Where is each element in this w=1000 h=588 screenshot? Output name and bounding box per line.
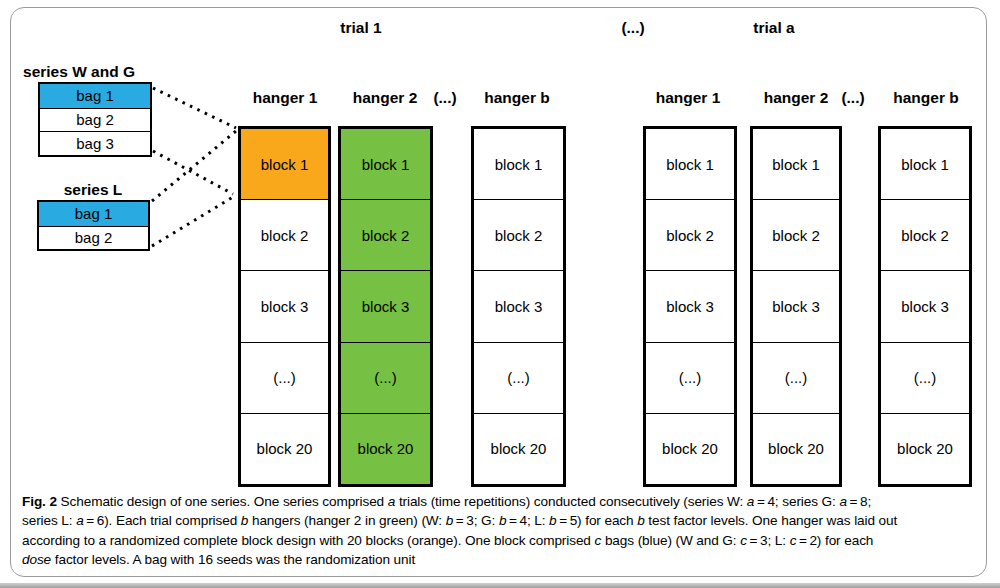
caption-segment: = 4; series G: xyxy=(754,494,839,509)
hanger-column: block 1block 2block 3(...)block 20 xyxy=(643,126,737,487)
block-cell: (...) xyxy=(474,342,563,413)
page-edge-strip xyxy=(0,583,1000,588)
caption-segment: series L: xyxy=(22,513,76,528)
block-cell: block 3 xyxy=(474,270,563,341)
hanger-header: hanger 1 xyxy=(656,89,721,106)
caption-segment: = 3; L: xyxy=(747,533,790,548)
hanger-header: hanger 2 xyxy=(764,89,829,106)
caption-segment: b xyxy=(549,513,556,528)
caption-line: according to a randomized complete block… xyxy=(22,531,980,550)
block-cell: block 3 xyxy=(241,270,328,341)
block-cell: (...) xyxy=(881,342,969,413)
caption-segment: c xyxy=(740,533,747,548)
caption-segment: = 4; L: xyxy=(506,513,549,528)
caption-segment: b xyxy=(637,513,644,528)
block-cell: block 3 xyxy=(881,270,969,341)
caption-line: Fig. 2 Schematic design of one series. O… xyxy=(22,492,980,511)
series-bag-list: bag 1bag 2 xyxy=(37,200,150,251)
caption-segment: = 5) for each xyxy=(557,513,638,528)
block-cell: block 20 xyxy=(646,413,734,484)
bag-cell: bag 2 xyxy=(39,226,148,250)
caption-segment: according to a randomized complete block… xyxy=(22,533,595,548)
bag-cell: bag 3 xyxy=(40,131,150,155)
block-cell: block 20 xyxy=(753,413,839,484)
caption-segment: = 2) for each xyxy=(796,533,873,548)
block-cell: block 2 xyxy=(881,199,969,270)
block-cell: block 3 xyxy=(753,270,839,341)
caption-segment: = 6). Each trial comprised xyxy=(84,513,241,528)
block-cell: block 1 xyxy=(881,129,969,199)
trial-header: trial 1 xyxy=(340,19,381,36)
caption-segment: hangers (hanger 2 in green) (W: xyxy=(248,513,445,528)
caption-segment: test factor levels. One hanger was laid … xyxy=(645,513,898,528)
series-title: series W and G xyxy=(23,63,135,81)
figure-2-schematic: trial 1 (...) trial a hanger 1 hanger 2 (...)… xyxy=(0,0,1000,588)
caption-line: series L: a = 6). Each trial comprised b… xyxy=(22,511,980,530)
block-cell: block 2 xyxy=(474,199,563,270)
hanger-ellipsis-label: (...) xyxy=(841,89,864,106)
block-cell: block 20 xyxy=(241,413,328,484)
trial-ellipsis-label: (...) xyxy=(621,19,644,36)
block-cell: block 1 xyxy=(646,129,734,199)
series-bag-list: bag 1bag 2bag 3 xyxy=(38,82,152,157)
block-cell: block 2 xyxy=(646,199,734,270)
caption-line: dose factor levels. A bag with 16 seeds … xyxy=(22,550,980,569)
hanger-column: block 1block 2block 3(...)block 20 xyxy=(750,126,842,487)
block-cell: (...) xyxy=(241,342,328,413)
caption-segment: a xyxy=(76,513,83,528)
block-cell: block 1 xyxy=(341,129,430,199)
hanger-header: hanger b xyxy=(484,89,549,106)
bag-cell: bag 1 xyxy=(40,84,150,108)
caption-segment: = 8; xyxy=(847,494,871,509)
block-cell: block 20 xyxy=(341,413,430,484)
caption-segment: trials (time repetitions) conducted cons… xyxy=(395,494,747,509)
block-cell: block 1 xyxy=(753,129,839,199)
caption-segment: a xyxy=(839,494,846,509)
block-cell: block 2 xyxy=(241,199,328,270)
block-cell: block 20 xyxy=(881,413,969,484)
block-cell: (...) xyxy=(646,342,734,413)
hanger-column: block 1block 2block 3(...)block 20 xyxy=(238,126,331,487)
hanger-ellipsis-label: (...) xyxy=(433,89,456,106)
block-cell: block 2 xyxy=(341,199,430,270)
hanger-header: hanger b xyxy=(893,89,958,106)
caption-segment: bags (blue) (W and G: xyxy=(601,533,740,548)
block-cell: block 20 xyxy=(474,413,563,484)
hanger-column: block 1block 2block 3(...)block 20 xyxy=(471,126,566,487)
caption-segment: = 3; G: xyxy=(453,513,499,528)
block-cell: block 1 xyxy=(474,129,563,199)
block-cell: (...) xyxy=(341,342,430,413)
block-cell: (...) xyxy=(753,342,839,413)
bag-cell: bag 2 xyxy=(40,108,150,132)
caption-segment: dose xyxy=(22,552,51,567)
block-cell: block 1 xyxy=(241,129,328,199)
hanger-header: hanger 2 xyxy=(353,89,418,106)
hanger-column: block 1block 2block 3(...)block 20 xyxy=(878,126,972,487)
trial-header: trial a xyxy=(753,19,794,36)
block-cell: block 3 xyxy=(341,270,430,341)
series-title: series L xyxy=(64,181,123,199)
hanger-header: hanger 1 xyxy=(253,89,318,106)
caption-segment: Schematic design of one series. One seri… xyxy=(57,494,388,509)
block-cell: block 2 xyxy=(753,199,839,270)
bag-cell: bag 1 xyxy=(39,202,148,226)
figure-caption: Fig. 2 Schematic design of one series. O… xyxy=(22,492,980,570)
hanger-column: block 1block 2block 3(...)block 20 xyxy=(338,126,433,487)
block-cell: block 3 xyxy=(646,270,734,341)
caption-segment: factor levels. A bag with 16 seeds was t… xyxy=(51,552,415,567)
caption-segment: Fig. 2 xyxy=(22,494,57,509)
